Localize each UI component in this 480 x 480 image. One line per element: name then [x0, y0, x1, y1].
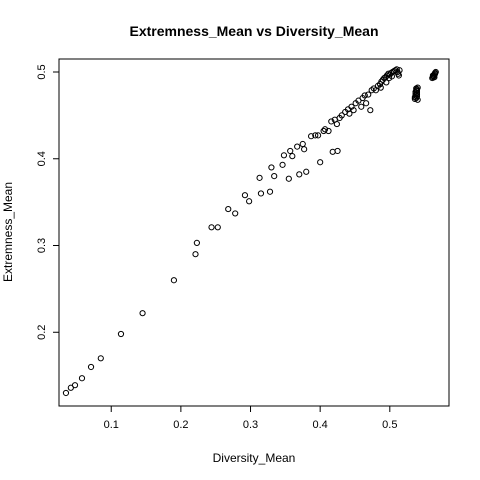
data-point	[377, 84, 384, 91]
data-point	[257, 190, 265, 197]
x-tick-label: 0.3	[243, 419, 258, 431]
y-tick-label: 0.3	[36, 238, 48, 253]
data-point	[241, 192, 249, 199]
data-point	[350, 107, 357, 114]
data-point	[317, 159, 324, 166]
data-point	[271, 173, 278, 180]
x-axis: 0.1 0.2 0.3 0.4 0.5	[104, 406, 397, 431]
data-point	[214, 224, 221, 231]
data-point	[280, 152, 288, 159]
data-point	[338, 112, 345, 119]
data-point	[363, 100, 370, 107]
data-point	[431, 74, 438, 81]
data-point	[414, 96, 421, 103]
y-tick-label: 0.2	[36, 325, 48, 340]
data-point	[413, 87, 421, 95]
data-points	[62, 66, 439, 397]
y-tick-label: 0.5	[36, 64, 48, 79]
data-point	[193, 239, 200, 247]
data-point	[246, 198, 253, 205]
y-axis: 0.2 0.3 0.4 0.5	[36, 64, 59, 340]
x-tick-label: 0.1	[104, 419, 119, 431]
data-point	[117, 330, 125, 338]
data-point	[285, 175, 292, 182]
data-point	[367, 107, 374, 114]
data-point	[279, 161, 286, 168]
data-point	[78, 375, 86, 382]
data-point	[383, 79, 390, 86]
data-point	[333, 120, 340, 128]
x-tick-label: 0.5	[382, 419, 397, 431]
x-tick-label: 0.4	[313, 419, 328, 431]
data-point	[232, 210, 239, 217]
data-point	[256, 174, 263, 181]
data-point	[139, 310, 146, 317]
data-point	[325, 127, 332, 135]
data-point	[334, 147, 341, 155]
data-point	[328, 118, 335, 125]
data-point	[358, 103, 365, 110]
data-point	[429, 72, 437, 79]
data-point	[296, 171, 303, 178]
y-axis-label: Extremness_Mean	[1, 182, 15, 282]
data-point	[388, 73, 395, 80]
data-point	[299, 140, 306, 148]
x-axis-label: Diversity_Mean	[213, 451, 296, 465]
data-point	[289, 153, 296, 160]
data-point	[87, 363, 95, 371]
data-point	[268, 164, 275, 171]
data-point	[97, 355, 104, 362]
data-point	[62, 389, 70, 397]
data-point	[303, 168, 310, 175]
data-point	[287, 147, 294, 155]
data-point	[301, 146, 308, 153]
data-point	[71, 382, 79, 389]
data-point	[308, 133, 315, 140]
y-tick-label: 0.4	[36, 151, 48, 166]
data-point	[170, 277, 178, 284]
data-point	[346, 110, 353, 117]
data-point	[361, 92, 368, 99]
data-point	[414, 84, 421, 91]
plot-frame	[58, 58, 450, 407]
data-point	[329, 148, 336, 155]
data-point	[266, 188, 274, 195]
x-tick-label: 0.2	[173, 419, 188, 431]
data-point	[396, 67, 403, 74]
data-point	[208, 224, 215, 231]
data-point	[321, 126, 329, 133]
data-point	[314, 132, 322, 139]
data-point	[192, 251, 199, 258]
data-point	[294, 143, 301, 150]
data-point	[365, 91, 372, 98]
data-point	[225, 205, 232, 213]
data-point	[312, 132, 319, 139]
chart-title: Extremness_Mean vs Diversity_Mean	[129, 23, 378, 39]
